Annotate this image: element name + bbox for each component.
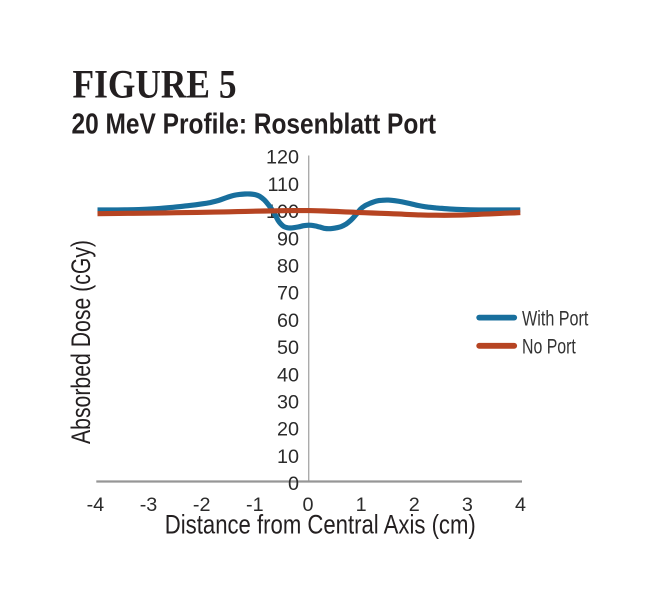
svg-text:-2: -2 [193, 494, 211, 516]
svg-text:Distance from Central Axis (cm: Distance from Central Axis (cm) [165, 510, 476, 540]
svg-text:0: 0 [302, 494, 313, 516]
svg-text:10: 10 [277, 446, 299, 468]
svg-text:4: 4 [515, 494, 526, 516]
svg-text:40: 40 [277, 364, 299, 386]
svg-text:90: 90 [277, 228, 299, 250]
svg-text:50: 50 [277, 337, 299, 359]
svg-text:120: 120 [266, 147, 299, 169]
svg-text:20: 20 [277, 419, 299, 441]
svg-text:-1: -1 [246, 494, 264, 516]
svg-text:20 MeV Profile: Rosenblatt Por: 20 MeV Profile: Rosenblatt Port [72, 109, 437, 141]
svg-text:2: 2 [409, 494, 420, 516]
svg-text:No Port: No Port [522, 336, 576, 359]
svg-text:FIGURE 5: FIGURE 5 [73, 62, 237, 107]
svg-text:3: 3 [462, 494, 473, 516]
svg-text:-3: -3 [140, 494, 158, 516]
svg-text:60: 60 [277, 310, 299, 332]
svg-text:70: 70 [277, 283, 299, 305]
svg-text:110: 110 [267, 174, 299, 196]
svg-text:Absorbed Dose (cGy): Absorbed Dose (cGy) [66, 240, 96, 444]
svg-text:1: 1 [356, 494, 367, 516]
svg-text:30: 30 [277, 392, 299, 414]
svg-text:0: 0 [288, 473, 299, 495]
svg-text:With Port: With Port [522, 307, 589, 330]
svg-text:80: 80 [277, 256, 299, 278]
svg-text:-4: -4 [87, 494, 105, 516]
